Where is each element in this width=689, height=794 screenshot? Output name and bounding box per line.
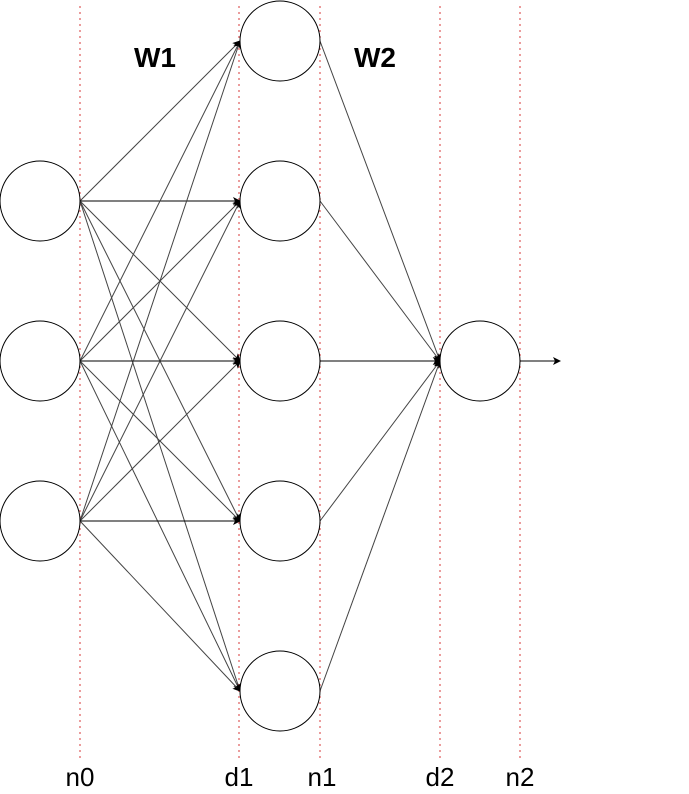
edge-input-2-hidden-1 bbox=[79, 40, 241, 362]
nodes bbox=[0, 0, 521, 732]
edge-hidden-2-output-1 bbox=[319, 200, 441, 362]
input-node-1 bbox=[0, 160, 81, 242]
hidden-node-3 bbox=[239, 320, 321, 402]
axis-label-n2: n2 bbox=[506, 762, 535, 792]
edge-input-3-hidden-1 bbox=[79, 40, 242, 522]
axis-label-n0: n0 bbox=[66, 762, 95, 792]
weight-label-w1: W1 bbox=[134, 42, 176, 73]
hidden-node-4 bbox=[239, 480, 321, 562]
edge-input-3-hidden-2 bbox=[79, 200, 241, 522]
edge-hidden-1-output-1 bbox=[319, 40, 442, 362]
input-node-3 bbox=[0, 480, 81, 562]
axis-labels: n0 d1 n1 d2 n2 bbox=[66, 762, 535, 792]
edge-input-1-hidden-5 bbox=[79, 200, 242, 692]
edge-hidden-5-output-1 bbox=[319, 360, 442, 692]
edge-input-3-hidden-3 bbox=[79, 360, 241, 522]
axis-label-d2: d2 bbox=[426, 762, 455, 792]
edges-hidden-to-output bbox=[319, 40, 442, 692]
output-node-1 bbox=[439, 320, 521, 402]
weight-label-w2: W2 bbox=[354, 42, 396, 73]
axis-label-n1: n1 bbox=[308, 762, 337, 792]
edge-input-2-hidden-5 bbox=[79, 360, 241, 692]
edges-input-to-hidden bbox=[79, 40, 242, 692]
input-node-2 bbox=[0, 320, 81, 402]
edge-input-3-hidden-5 bbox=[79, 520, 241, 692]
hidden-node-2 bbox=[239, 160, 321, 242]
edge-hidden-4-output-1 bbox=[319, 360, 441, 522]
edge-input-1-hidden-1 bbox=[79, 40, 241, 202]
axis-label-d1: d1 bbox=[225, 762, 254, 792]
hidden-node-5 bbox=[239, 650, 321, 732]
hidden-node-1 bbox=[239, 0, 321, 82]
